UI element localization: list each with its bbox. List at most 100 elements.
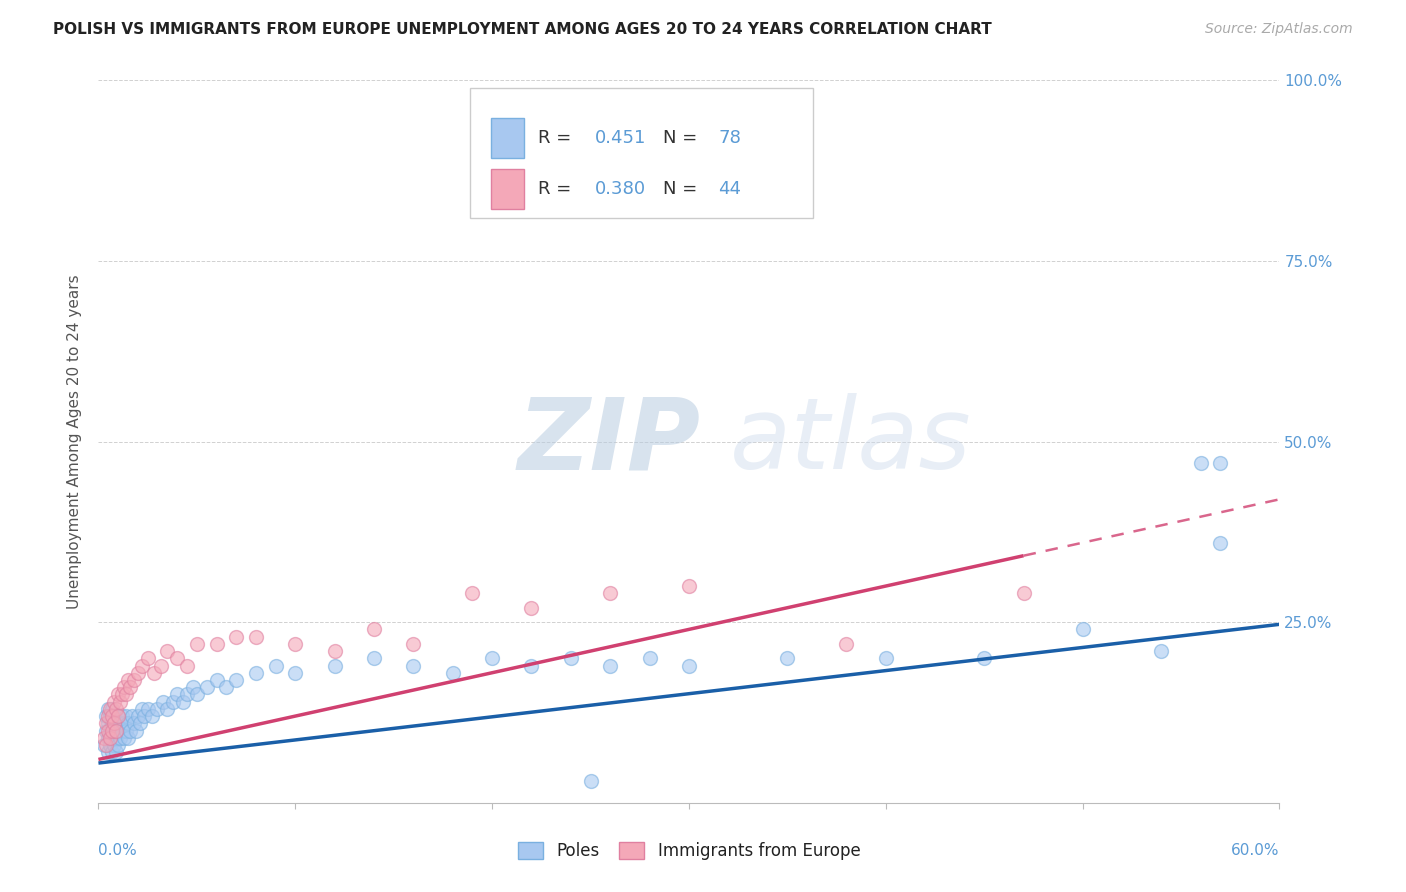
Point	[215, 680, 238, 694]
Point	[107, 709, 129, 723]
Point	[225, 630, 247, 644]
Point	[97, 745, 120, 759]
Point	[520, 658, 543, 673]
Point	[186, 637, 208, 651]
Point	[107, 738, 129, 752]
Point	[441, 665, 464, 680]
Point	[112, 680, 135, 694]
Point	[101, 709, 124, 723]
Point	[122, 716, 145, 731]
Point	[323, 658, 346, 673]
Bar	[491, 119, 523, 158]
Point	[111, 709, 134, 723]
Point	[205, 637, 228, 651]
Text: 60.0%: 60.0%	[1232, 843, 1279, 857]
Point	[835, 637, 858, 651]
Point	[98, 738, 121, 752]
Text: atlas: atlas	[730, 393, 972, 490]
Point	[103, 723, 125, 738]
Point	[103, 709, 125, 723]
Point	[142, 665, 165, 680]
Point	[115, 687, 138, 701]
Point	[599, 586, 621, 600]
Point	[402, 637, 425, 651]
Text: 0.451: 0.451	[595, 129, 645, 147]
Point	[103, 695, 125, 709]
Point	[363, 651, 385, 665]
Point	[156, 644, 179, 658]
Bar	[491, 169, 523, 209]
Point	[101, 745, 124, 759]
Text: ZIP: ZIP	[517, 393, 700, 490]
FancyBboxPatch shape	[471, 87, 813, 218]
Point	[146, 702, 169, 716]
Point	[579, 774, 602, 789]
Point	[118, 680, 141, 694]
Point	[101, 731, 124, 745]
Point	[107, 723, 129, 738]
Point	[176, 658, 198, 673]
Point	[560, 651, 582, 665]
Text: R =: R =	[537, 179, 576, 198]
Point	[875, 651, 897, 665]
Point	[117, 716, 139, 731]
Point	[96, 723, 118, 738]
Point	[97, 731, 120, 745]
Legend: Poles, Immigrants from Europe: Poles, Immigrants from Europe	[510, 835, 868, 867]
Point	[105, 702, 128, 716]
Point	[1189, 456, 1212, 470]
Point	[166, 687, 188, 701]
Point	[176, 687, 198, 701]
Text: N =: N =	[664, 129, 703, 147]
Point	[112, 716, 135, 731]
Point	[323, 644, 346, 658]
Point	[172, 695, 194, 709]
Point	[108, 716, 131, 731]
Point	[101, 702, 124, 716]
Point	[225, 673, 247, 687]
Point	[101, 716, 124, 731]
Point	[115, 709, 138, 723]
Point	[97, 702, 120, 716]
Point	[1012, 586, 1035, 600]
Point	[111, 687, 134, 701]
Point	[117, 731, 139, 745]
Point	[284, 637, 307, 651]
Point	[103, 716, 125, 731]
Point	[264, 658, 287, 673]
Point	[152, 695, 174, 709]
Text: 0.0%: 0.0%	[98, 843, 138, 857]
Point	[98, 731, 121, 745]
Point	[107, 687, 129, 701]
Text: R =: R =	[537, 129, 576, 147]
Point	[162, 695, 184, 709]
Point	[1209, 535, 1232, 549]
Point	[128, 716, 150, 731]
Point	[245, 665, 267, 680]
Point	[973, 651, 995, 665]
Point	[284, 665, 307, 680]
Point	[131, 658, 153, 673]
Point	[638, 651, 661, 665]
Point	[186, 687, 208, 701]
Point	[150, 658, 173, 673]
Point	[98, 702, 121, 716]
Point	[101, 723, 124, 738]
Point	[103, 738, 125, 752]
Point	[132, 709, 155, 723]
Point	[127, 709, 149, 723]
Point	[1150, 644, 1173, 658]
Point	[131, 702, 153, 716]
Point	[121, 709, 143, 723]
Point	[112, 731, 135, 745]
Point	[93, 731, 115, 745]
Point	[1209, 456, 1232, 470]
Point	[122, 673, 145, 687]
Point	[195, 680, 218, 694]
Point	[93, 738, 115, 752]
Point	[402, 658, 425, 673]
Text: Source: ZipAtlas.com: Source: ZipAtlas.com	[1205, 22, 1353, 37]
Point	[678, 579, 700, 593]
Point	[98, 723, 121, 738]
Point	[117, 673, 139, 687]
